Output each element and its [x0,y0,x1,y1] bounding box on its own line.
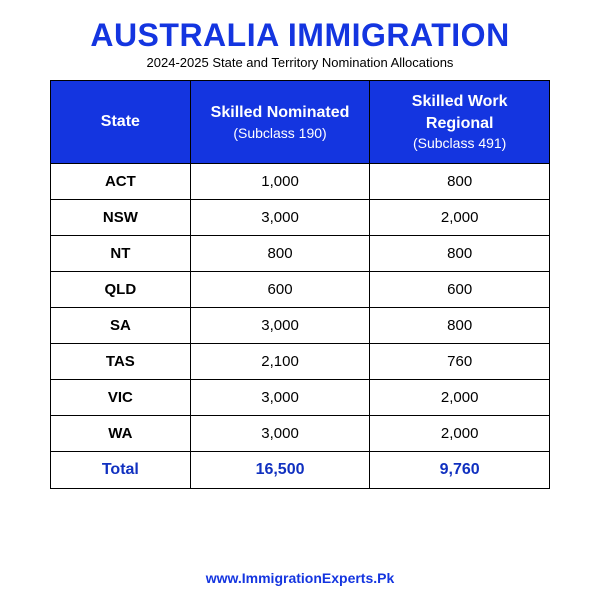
value-cell: 600 [370,272,550,308]
value-cell: 1,000 [190,164,370,200]
value-cell: 3,000 [190,308,370,344]
total-value-cell: 9,760 [370,452,550,489]
col-header-nominated: Skilled Nominated (Subclass 190) [190,81,370,164]
table-row: QLD 600 600 [51,272,550,308]
value-cell: 3,000 [190,200,370,236]
table-row: NSW 3,000 2,000 [51,200,550,236]
value-cell: 2,000 [370,380,550,416]
table-total-row: Total 16,500 9,760 [51,452,550,489]
footer-url: www.ImmigrationExperts.Pk [0,570,600,586]
table-row: ACT 1,000 800 [51,164,550,200]
allocations-table: State Skilled Nominated (Subclass 190) S… [50,80,550,489]
state-cell: ACT [51,164,191,200]
col-header-main: Skilled Work Regional [376,91,543,134]
value-cell: 3,000 [190,416,370,452]
table-row: WA 3,000 2,000 [51,416,550,452]
value-cell: 2,000 [370,200,550,236]
value-cell: 2,000 [370,416,550,452]
page-title: AUSTRALIA IMMIGRATION [90,18,509,53]
value-cell: 600 [190,272,370,308]
total-label-cell: Total [51,452,191,489]
state-cell: TAS [51,344,191,380]
table-row: NT 800 800 [51,236,550,272]
col-header-main: State [57,111,184,133]
state-cell: NSW [51,200,191,236]
state-cell: VIC [51,380,191,416]
value-cell: 2,100 [190,344,370,380]
value-cell: 800 [370,308,550,344]
state-cell: WA [51,416,191,452]
col-header-regional: Skilled Work Regional (Subclass 491) [370,81,550,164]
col-header-state: State [51,81,191,164]
value-cell: 800 [190,236,370,272]
table-row: TAS 2,100 760 [51,344,550,380]
table-row: VIC 3,000 2,000 [51,380,550,416]
col-header-main: Skilled Nominated [197,102,364,124]
table-row: SA 3,000 800 [51,308,550,344]
state-cell: NT [51,236,191,272]
col-header-sub: (Subclass 190) [197,124,364,143]
state-cell: SA [51,308,191,344]
value-cell: 800 [370,236,550,272]
value-cell: 3,000 [190,380,370,416]
page-subtitle: 2024-2025 State and Territory Nomination… [147,55,454,70]
state-cell: QLD [51,272,191,308]
table-header-row: State Skilled Nominated (Subclass 190) S… [51,81,550,164]
total-value-cell: 16,500 [190,452,370,489]
col-header-sub: (Subclass 491) [376,134,543,153]
value-cell: 800 [370,164,550,200]
value-cell: 760 [370,344,550,380]
